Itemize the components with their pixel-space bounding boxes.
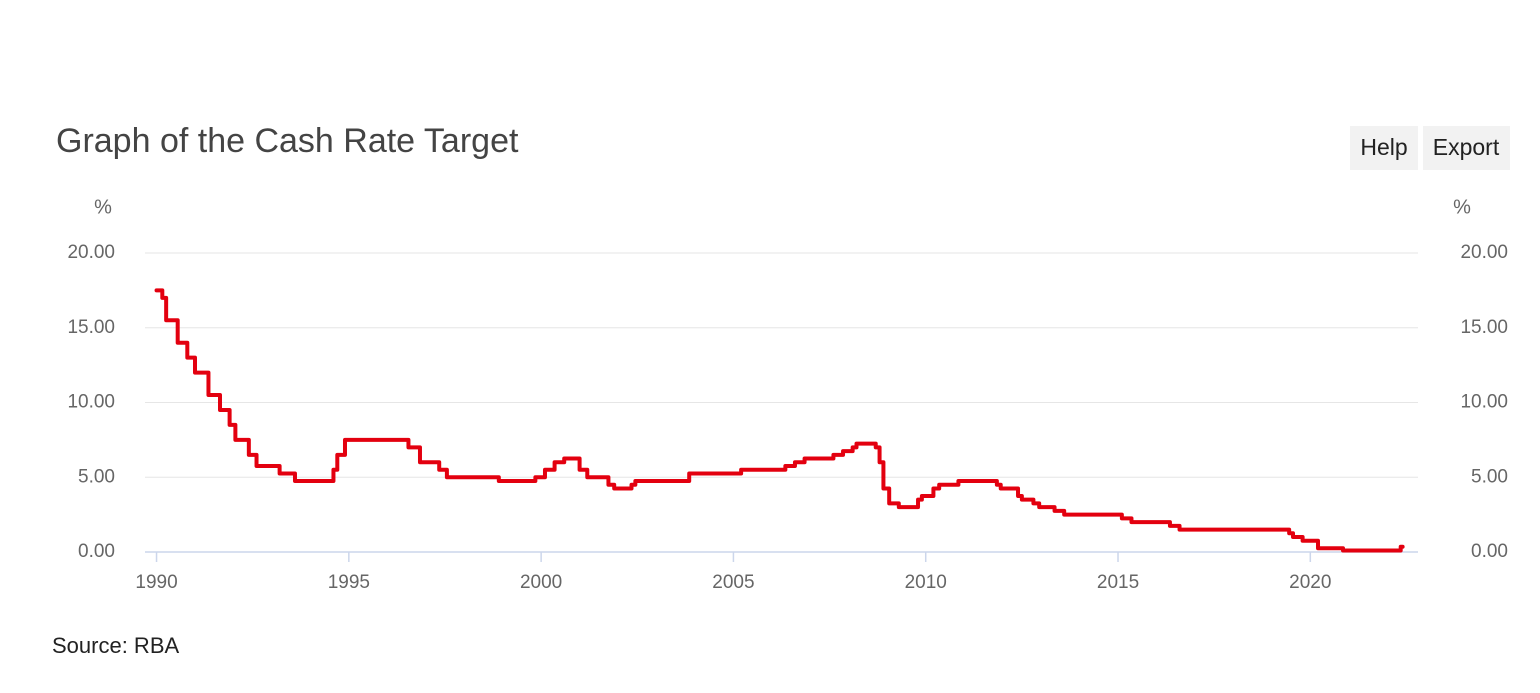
x-tick-label: 1995 (328, 572, 370, 593)
x-tick-label: 2005 (712, 572, 754, 593)
y2-tick-label: 10.00 (1460, 392, 1508, 413)
y-tick-label: 0.00 (78, 541, 115, 562)
source-note: Source: RBA (52, 633, 179, 658)
export-button-bg (1423, 126, 1510, 170)
y-tick-label: 10.00 (67, 392, 115, 413)
y-tick-label: 15.00 (67, 317, 115, 338)
y2-tick-label: 15.00 (1460, 317, 1508, 338)
export-button[interactable]: Export (1433, 134, 1500, 160)
x-tick-label: 2000 (520, 572, 562, 593)
y2-tick-label: 20.00 (1460, 242, 1508, 263)
y2-tick-label: 0.00 (1471, 541, 1508, 562)
x-tick-label: 2010 (905, 572, 947, 593)
y2-tick-label: 5.00 (1471, 466, 1508, 487)
help-button-bg (1350, 126, 1418, 170)
y-axis-label: % (94, 196, 112, 218)
x-tick-label: 1990 (135, 572, 177, 593)
x-tick-label: 2015 (1097, 572, 1139, 593)
y-tick-label: 20.00 (67, 242, 115, 263)
y-tick-label: 5.00 (78, 466, 115, 487)
chart-title: Graph of the Cash Rate Target (56, 122, 519, 160)
y2-axis-label: % (1453, 196, 1471, 218)
help-button[interactable]: Help (1360, 134, 1407, 160)
x-tick-label: 2020 (1289, 572, 1331, 593)
data-line (154, 288, 1405, 553)
